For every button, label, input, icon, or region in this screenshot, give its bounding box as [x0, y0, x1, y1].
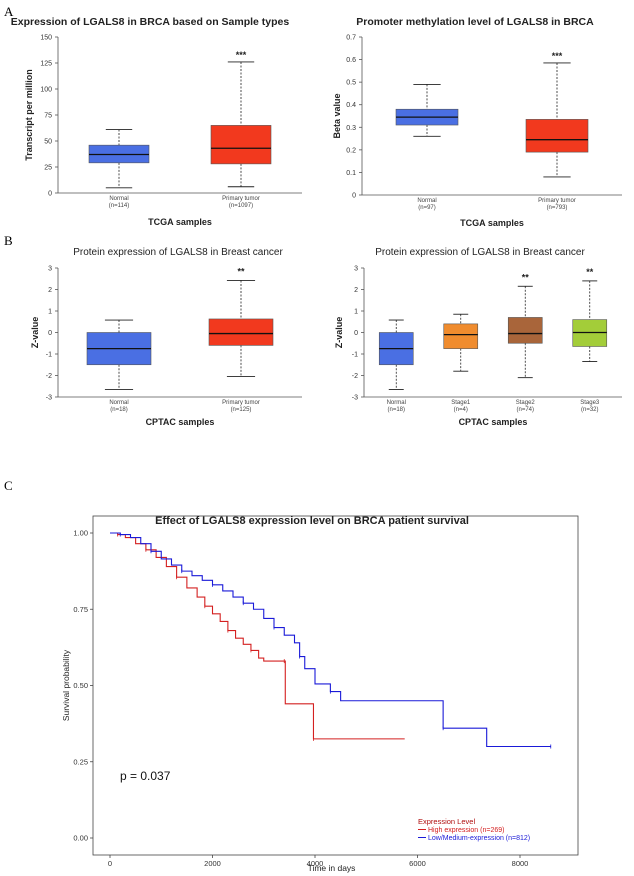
chart-title: Effect of LGALS8 expression level on BRC…	[155, 515, 469, 527]
group-n-label: (n=125)	[231, 407, 252, 413]
y-tick-label: 25	[44, 165, 52, 172]
group-label: Normal	[109, 400, 128, 406]
y-tick-label: 125	[40, 61, 52, 68]
y-tick-label: 1.00	[73, 529, 88, 538]
y-tick-label: 3	[354, 266, 358, 273]
significance-marker: ***	[552, 51, 563, 61]
y-tick-label: -1	[352, 352, 358, 359]
x-tick-label: 8000	[512, 859, 529, 868]
group-n-label: (n=1097)	[229, 203, 253, 209]
y-tick-label: 0.3	[346, 125, 356, 132]
y-tick-label: 50	[44, 139, 52, 146]
group-label: Normal	[387, 400, 406, 406]
group-n-label: (n=32)	[581, 407, 599, 413]
panel-label-b: B	[4, 233, 13, 248]
y-tick-label: 0.6	[346, 57, 356, 64]
y-tick-label: 0	[48, 191, 52, 198]
x-tick-label: 2000	[204, 859, 221, 868]
y-axis-label: Transcript per million	[24, 69, 34, 161]
group-label: Primary tumor	[222, 196, 260, 202]
y-axis-label: Z-value	[30, 317, 40, 349]
panel-label-a: A	[4, 4, 14, 19]
group-label: Normal	[417, 198, 436, 204]
y-tick-label: 1	[354, 309, 358, 316]
significance-marker: **	[237, 266, 245, 276]
group-n-label: (n=97)	[418, 205, 436, 211]
y-tick-label: 0.4	[346, 102, 356, 109]
significance-marker: **	[522, 272, 530, 282]
group-label: Stage1	[451, 400, 471, 406]
group-n-label: (n=114)	[109, 203, 129, 209]
y-tick-label: 150	[40, 35, 52, 42]
y-tick-label: 0.7	[346, 35, 356, 42]
y-tick-label: -3	[352, 395, 358, 402]
chart-title: Promoter methylation level of LGALS8 in …	[356, 16, 594, 28]
panel-label-c: C	[4, 478, 13, 493]
group-label: Primary tumor	[538, 198, 576, 204]
group-n-label: (n=18)	[110, 407, 128, 413]
y-tick-label: -2	[352, 373, 358, 380]
box-iqr	[208, 318, 274, 346]
y-tick-label: -1	[46, 352, 52, 359]
group-n-label: (n=74)	[516, 407, 534, 413]
box-iqr	[525, 119, 589, 153]
x-tick-label: 4000	[307, 859, 324, 868]
y-tick-label: 0	[48, 330, 52, 337]
group-label: Primary tumor	[222, 400, 260, 406]
group-label: Stage2	[516, 400, 536, 406]
chart-title: Expression of LGALS8 in BRCA based on Sa…	[11, 16, 290, 28]
y-tick-label: 2	[354, 287, 358, 294]
significance-marker: **	[586, 267, 594, 277]
significance-marker: ***	[236, 50, 247, 60]
y-axis-label: Survival probability	[61, 649, 71, 721]
group-n-label: (n=793)	[547, 205, 568, 211]
y-tick-label: 0.00	[73, 834, 88, 843]
y-tick-label: 0.25	[73, 757, 88, 766]
p-value: p = 0.037	[120, 769, 171, 783]
x-axis-label: TCGA samples	[148, 217, 212, 227]
y-tick-label: 0.50	[73, 681, 88, 690]
legend-title: Expression Level	[418, 817, 475, 826]
box-iqr	[443, 323, 479, 349]
survival-curve-low	[110, 532, 551, 748]
x-tick-label: 0	[108, 859, 112, 868]
chart-title: Protein expression of LGALS8 in Breast c…	[375, 247, 585, 258]
y-tick-label: -2	[46, 373, 52, 380]
y-tick-label: 75	[44, 113, 52, 120]
legend-entry: High expression (n=269)	[428, 827, 504, 834]
y-tick-label: 0.75	[73, 605, 88, 614]
x-axis-label: CPTAC samples	[146, 417, 215, 427]
y-tick-label: 0.2	[346, 147, 356, 154]
plot-frame	[92, 515, 579, 856]
y-axis-label: Z-value	[334, 317, 344, 349]
y-tick-label: 1	[48, 309, 52, 316]
y-tick-label: 0	[352, 193, 356, 200]
group-label: Normal	[109, 196, 128, 202]
y-tick-label: 100	[40, 87, 52, 94]
group-label: Stage3	[580, 400, 600, 406]
legend-entry: Low/Medium-expression (n=812)	[428, 835, 530, 842]
x-axis-label: TCGA samples	[460, 218, 524, 228]
x-tick-label: 6000	[409, 859, 426, 868]
x-axis-label: Time in days	[308, 863, 356, 873]
chart-title: Protein expression of LGALS8 in Breast c…	[73, 247, 283, 258]
survival-curve-high	[110, 532, 405, 740]
y-tick-label: 0.1	[346, 170, 356, 177]
y-tick-label: 0.5	[346, 80, 356, 87]
box-iqr	[507, 317, 543, 344]
y-tick-label: 2	[48, 287, 52, 294]
y-tick-label: -3	[46, 395, 52, 402]
group-n-label: (n=18)	[387, 407, 405, 413]
y-tick-label: 0	[354, 330, 358, 337]
y-axis-label: Beta value	[332, 93, 342, 138]
x-axis-label: CPTAC samples	[459, 417, 528, 427]
box-iqr	[210, 125, 272, 165]
y-tick-label: 3	[48, 266, 52, 273]
group-n-label: (n=4)	[454, 407, 468, 413]
